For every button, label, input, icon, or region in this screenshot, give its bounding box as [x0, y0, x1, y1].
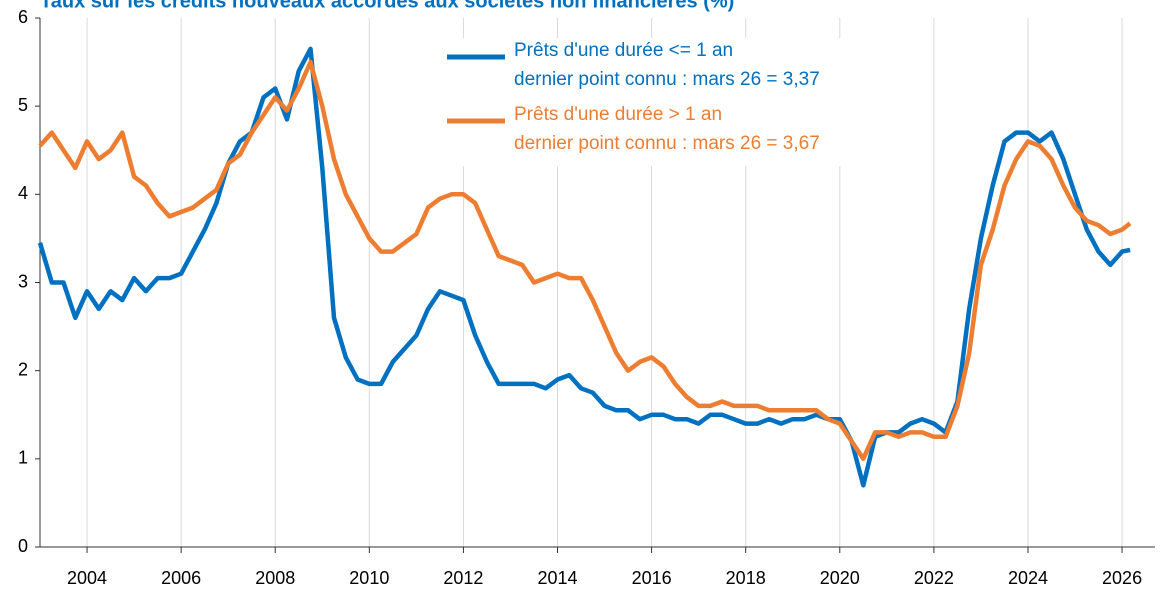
y-tick-label: 0	[18, 536, 28, 556]
y-tick-label: 6	[18, 7, 28, 27]
y-tick-label: 2	[18, 359, 28, 379]
x-tick-label: 2018	[726, 568, 766, 588]
x-tick-label: 2004	[67, 568, 107, 588]
chart-title: Taux sur les crédits nouveaux accordés a…	[40, 0, 734, 12]
x-tick-label: 2010	[349, 568, 389, 588]
y-tick-label: 1	[18, 448, 28, 468]
legend-box	[435, 38, 905, 166]
y-tick-label: 3	[18, 271, 28, 291]
x-tick-label: 2006	[161, 568, 201, 588]
x-tick-label: 2014	[537, 568, 577, 588]
x-tick-label: 2020	[820, 568, 860, 588]
x-tick-label: 2024	[1008, 568, 1048, 588]
y-tick-label: 4	[18, 183, 28, 203]
y-tick-label: 5	[18, 95, 28, 115]
legend-label: Prêts d'une durée <= 1 an	[514, 40, 733, 61]
x-tick-label: 2026	[1102, 568, 1142, 588]
x-tick-label: 2016	[632, 568, 672, 588]
legend-annotation: dernier point connu : mars 26 = 3,37	[514, 69, 820, 90]
x-tick-label: 2008	[255, 568, 295, 588]
legend-label: Prêts d'une durée > 1 an	[514, 104, 722, 125]
legend-annotation: dernier point connu : mars 26 = 3,67	[514, 133, 820, 154]
x-tick-label: 2022	[914, 568, 954, 588]
x-tick-label: 2012	[443, 568, 483, 588]
series-line	[38, 59, 1132, 462]
